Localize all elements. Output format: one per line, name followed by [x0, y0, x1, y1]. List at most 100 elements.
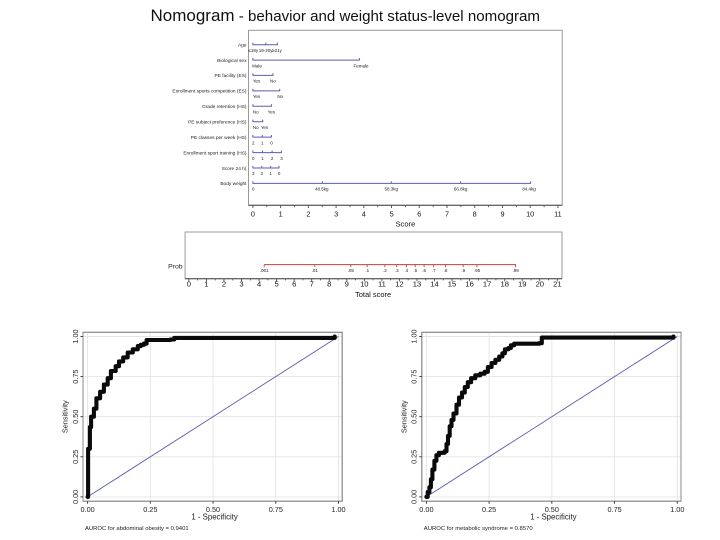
- svg-text:3: 3: [239, 280, 243, 289]
- svg-text:.1: .1: [365, 268, 369, 273]
- svg-text:0: 0: [252, 156, 255, 161]
- svg-text:PE subject preference (HS): PE subject preference (HS): [188, 120, 247, 126]
- svg-text:16: 16: [465, 280, 473, 289]
- svg-text:1: 1: [269, 171, 272, 176]
- svg-text:No: No: [253, 110, 259, 115]
- svg-text:No: No: [253, 125, 259, 130]
- svg-text:4: 4: [362, 210, 366, 219]
- svg-text:0.75: 0.75: [269, 505, 283, 514]
- svg-text:0.25: 0.25: [482, 505, 496, 514]
- svg-text:3: 3: [334, 210, 338, 219]
- svg-text:58.3kg: 58.3kg: [385, 187, 399, 192]
- svg-text:0: 0: [252, 187, 255, 192]
- svg-text:.2: .2: [383, 268, 387, 273]
- svg-text:Score 24 h(: Score 24 h(: [222, 166, 247, 172]
- svg-text:PE classes per week (HS): PE classes per week (HS): [191, 135, 247, 141]
- svg-text:0: 0: [187, 280, 191, 289]
- svg-text:11: 11: [554, 210, 562, 219]
- svg-text:1.00: 1.00: [670, 505, 684, 514]
- svg-text:Enrollment sport training (HS): Enrollment sport training (HS): [183, 150, 247, 156]
- svg-text:≤18y: ≤18y: [248, 48, 258, 53]
- svg-text:0.00: 0.00: [80, 505, 94, 514]
- svg-text:20: 20: [536, 280, 544, 289]
- svg-text:2: 2: [271, 156, 274, 161]
- svg-text:9: 9: [345, 280, 349, 289]
- svg-text:0.50: 0.50: [71, 410, 80, 424]
- svg-text:Nomogram - behavior and weight: Nomogram - behavior and weight status-le…: [151, 6, 540, 25]
- svg-text:Yes: Yes: [268, 110, 276, 115]
- svg-text:.7: .7: [432, 268, 436, 273]
- svg-text:0: 0: [278, 171, 281, 176]
- svg-text:7: 7: [310, 280, 314, 289]
- svg-text:5: 5: [274, 280, 278, 289]
- svg-text:0: 0: [270, 140, 273, 145]
- svg-text:2: 2: [252, 140, 255, 145]
- svg-text:11: 11: [378, 280, 386, 289]
- svg-text:0.25: 0.25: [71, 450, 80, 464]
- svg-text:Total score: Total score: [355, 290, 391, 299]
- svg-text:1: 1: [204, 280, 208, 289]
- svg-text:8: 8: [327, 280, 331, 289]
- svg-text:.9: .9: [461, 268, 465, 273]
- svg-text:0.00: 0.00: [71, 490, 80, 504]
- svg-text:0.00: 0.00: [419, 505, 433, 514]
- svg-text:5: 5: [390, 210, 394, 219]
- svg-text:3: 3: [252, 171, 255, 176]
- svg-text:21: 21: [553, 280, 561, 289]
- svg-text:PE facility (ES): PE facility (ES): [215, 73, 247, 79]
- svg-text:Sensitivity: Sensitivity: [61, 400, 70, 433]
- svg-text:9: 9: [500, 210, 504, 219]
- svg-text:Age: Age: [238, 43, 247, 49]
- svg-text:8: 8: [473, 210, 477, 219]
- svg-text:Yes: Yes: [253, 94, 261, 99]
- svg-text:.99: .99: [512, 268, 519, 273]
- svg-text:.01: .01: [312, 268, 319, 273]
- svg-text:2: 2: [306, 210, 310, 219]
- svg-text:1.00: 1.00: [331, 505, 345, 514]
- svg-text:0.50: 0.50: [410, 410, 419, 424]
- svg-text:AUROC for abdominal obesity =: AUROC for abdominal obesity = 0.9401: [85, 526, 189, 532]
- svg-text:1 - Specificity: 1 - Specificity: [191, 513, 237, 522]
- svg-text:6: 6: [292, 280, 296, 289]
- svg-text:10: 10: [526, 210, 534, 219]
- svg-text:2: 2: [222, 280, 226, 289]
- svg-text:0.50: 0.50: [206, 505, 220, 514]
- svg-text:19-20y: 19-20y: [259, 48, 274, 53]
- svg-text:0.25: 0.25: [143, 505, 157, 514]
- svg-text:Score: Score: [395, 220, 415, 229]
- svg-text:Male: Male: [252, 63, 262, 68]
- svg-text:1: 1: [279, 210, 283, 219]
- svg-text:84.4kg: 84.4kg: [522, 187, 536, 192]
- svg-text:AUROC for metabolic syndrome =: AUROC for metabolic syndrome = 0.8570: [424, 526, 534, 532]
- svg-text:19: 19: [518, 280, 526, 289]
- svg-text:2: 2: [261, 171, 264, 176]
- svg-text:13: 13: [413, 280, 421, 289]
- svg-text:14: 14: [430, 280, 438, 289]
- svg-text:.05: .05: [348, 268, 355, 273]
- svg-text:4: 4: [257, 280, 261, 289]
- svg-text:Body weight: Body weight: [220, 181, 247, 187]
- svg-text:10: 10: [360, 280, 368, 289]
- svg-text:0.75: 0.75: [71, 369, 80, 383]
- svg-text:.4: .4: [404, 268, 408, 273]
- svg-text:Yes: Yes: [261, 125, 269, 130]
- svg-text:48.5kg: 48.5kg: [315, 187, 329, 192]
- svg-text:0.25: 0.25: [410, 450, 419, 464]
- svg-text:66.8kg: 66.8kg: [454, 187, 468, 192]
- svg-text:.5: .5: [413, 268, 417, 273]
- svg-text:1.00: 1.00: [410, 329, 419, 343]
- svg-text:15: 15: [448, 280, 456, 289]
- svg-text:18: 18: [500, 280, 508, 289]
- svg-text:No: No: [270, 79, 276, 84]
- svg-text:Grade retention (HS): Grade retention (HS): [202, 104, 247, 110]
- svg-text:17: 17: [483, 280, 491, 289]
- svg-text:.001: .001: [260, 268, 269, 273]
- svg-text:.95: .95: [474, 268, 481, 273]
- svg-text:Sensitivity: Sensitivity: [399, 400, 408, 433]
- svg-text:0.75: 0.75: [410, 369, 419, 383]
- svg-text:0: 0: [251, 210, 255, 219]
- svg-text:Female: Female: [353, 63, 369, 68]
- svg-text:.3: .3: [395, 268, 399, 273]
- svg-text:Prob: Prob: [168, 264, 183, 271]
- svg-text:Enrollment sports competition: Enrollment sports competition (ES): [172, 89, 247, 95]
